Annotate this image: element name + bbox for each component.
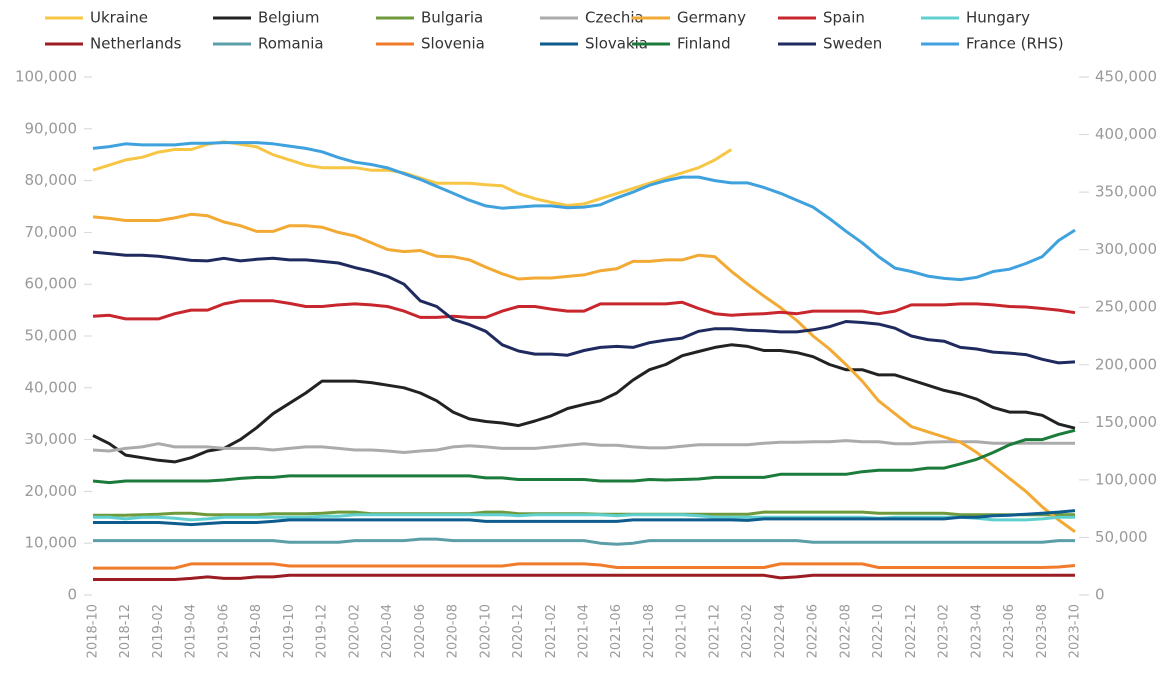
series-line — [92, 439, 1075, 454]
legend-label: Hungary — [966, 9, 1030, 27]
y2-tick-label: 50,000 — [1095, 528, 1148, 546]
x-tick-label: 2019-02 — [151, 604, 166, 658]
y-tick-label: 60,000 — [25, 275, 78, 293]
y2-tick-label: 150,000 — [1095, 413, 1157, 431]
x-tick-label: 2019-04 — [184, 604, 199, 658]
x-tick-label: 2020-02 — [347, 604, 362, 658]
legend-label: Bulgaria — [421, 9, 483, 27]
legend-label: Belgium — [258, 9, 320, 27]
legend-label: Slovakia — [585, 35, 648, 53]
series-line — [92, 250, 1076, 365]
x-tick-label: 2021-12 — [707, 604, 722, 658]
legend-label: Ukraine — [90, 9, 148, 27]
x-tick-label: 2023-10 — [1068, 604, 1083, 658]
y2-tick-label: 0 — [1095, 586, 1105, 604]
y2-tick-label: 100,000 — [1095, 470, 1157, 488]
y-tick-label: 0 — [67, 586, 77, 604]
x-tick-label: 2020-04 — [380, 604, 395, 658]
legend-label: Romania — [258, 35, 324, 53]
y-tick-label: 100,000 — [15, 68, 77, 86]
y-tick-label: 90,000 — [25, 119, 78, 137]
x-tick-label: 2018-12 — [118, 604, 133, 658]
legend-label: Finland — [677, 35, 731, 53]
x-tick-label: 2021-04 — [577, 604, 592, 658]
y2-tick-label: 450,000 — [1095, 68, 1157, 86]
y-tick-label: 10,000 — [25, 534, 78, 552]
y2-tick-label: 200,000 — [1095, 355, 1157, 373]
series-line — [93, 509, 1076, 527]
series-line — [93, 513, 1075, 522]
x-tick-label: 2020-10 — [478, 604, 493, 658]
x-tick-label: 2022-06 — [806, 604, 821, 658]
y-tick-label: 50,000 — [25, 327, 78, 345]
x-tick-label: 2023-02 — [937, 604, 952, 658]
x-tick-label: 2022-10 — [871, 604, 886, 658]
series-line — [93, 573, 1075, 581]
x-tick-label: 2018-10 — [86, 604, 101, 658]
x-tick-label: 2021-08 — [642, 604, 657, 658]
x-tick-label: 2022-12 — [904, 604, 919, 658]
x-tick-label: 2019-06 — [216, 604, 231, 658]
legend-label: France (RHS) — [966, 35, 1064, 53]
series-line — [92, 428, 1076, 485]
series-line — [92, 343, 1076, 464]
legend-label: Netherlands — [90, 35, 182, 53]
x-tick-label: 2023-04 — [969, 604, 984, 658]
legend-label: Czechia — [585, 9, 644, 27]
y2-tick-label: 250,000 — [1095, 298, 1157, 316]
series-line — [93, 562, 1076, 570]
y-tick-label: 70,000 — [25, 223, 78, 241]
x-tick-label: 2022-02 — [740, 604, 755, 658]
y-tick-label: 20,000 — [25, 482, 78, 500]
x-tick-label: 2019-10 — [282, 604, 297, 658]
x-tick-label: 2022-04 — [773, 604, 788, 658]
x-tick-label: 2022-08 — [838, 604, 853, 658]
x-tick-label: 2023-06 — [1002, 604, 1017, 658]
y2-tick-label: 350,000 — [1095, 183, 1157, 201]
legend-label: Sweden — [823, 35, 882, 53]
y-tick-label: 80,000 — [25, 171, 78, 189]
x-tick-label: 2023-08 — [1035, 604, 1050, 658]
legend-label: Slovenia — [421, 35, 485, 53]
series-line — [93, 537, 1075, 546]
y2-tick-label: 400,000 — [1095, 125, 1157, 143]
x-tick-label: 2020-06 — [413, 604, 428, 658]
y-tick-label: 30,000 — [25, 430, 78, 448]
series-line — [92, 140, 733, 207]
x-tick-label: 2020-12 — [511, 604, 526, 658]
x-tick-label: 2021-06 — [609, 604, 624, 658]
x-tick-label: 2019-12 — [315, 604, 330, 658]
y2-tick-label: 300,000 — [1095, 240, 1157, 258]
y-tick-label: 40,000 — [25, 378, 78, 396]
series-line — [92, 212, 1076, 534]
x-tick-label: 2020-08 — [446, 604, 461, 658]
series-line — [92, 299, 1076, 321]
legend-label: Germany — [677, 9, 746, 27]
x-tick-label: 2019-08 — [249, 604, 264, 658]
series-line — [92, 141, 1076, 282]
x-tick-label: 2021-02 — [544, 604, 559, 658]
legend-label: Spain — [823, 9, 865, 27]
x-tick-label: 2021-10 — [675, 604, 690, 658]
